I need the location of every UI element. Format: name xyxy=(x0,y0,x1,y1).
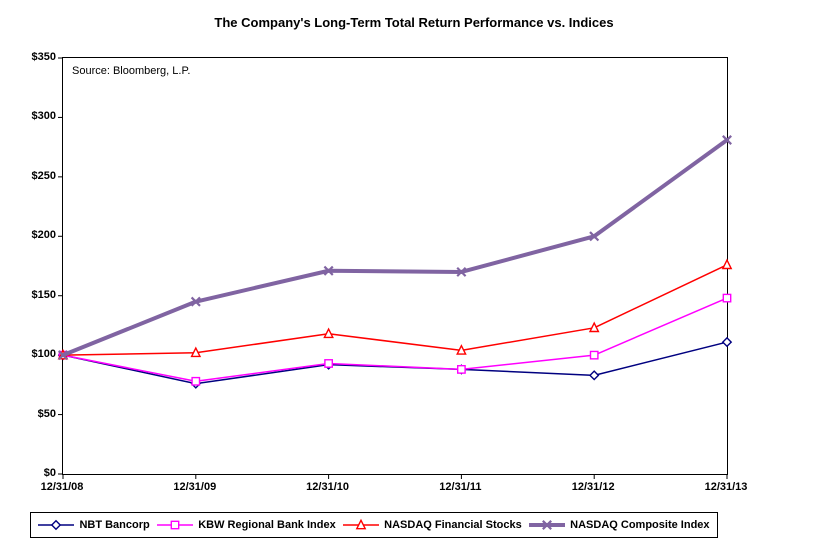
y-tick-label: $250 xyxy=(31,169,56,182)
x-tick-label: 12/31/12 xyxy=(571,481,615,493)
x-tick-label: 12/31/08 xyxy=(40,481,84,493)
legend-item: KBW Regional Bank Index xyxy=(157,519,336,531)
legend-label: NBT Bancorp xyxy=(79,519,150,531)
y-tick-label: $150 xyxy=(31,288,56,301)
chart-canvas xyxy=(57,57,733,479)
legend-label: NASDAQ Financial Stocks xyxy=(384,519,522,531)
legend-label: KBW Regional Bank Index xyxy=(198,519,336,531)
series-nasdaq-financial-stocks xyxy=(57,258,733,360)
x-tick-label: 12/31/11 xyxy=(439,481,482,493)
x-tick-label: 12/31/13 xyxy=(704,481,748,493)
series-nbt-bancorp xyxy=(57,336,733,389)
y-tick-label: $100 xyxy=(31,348,56,361)
y-tick-label: $0 xyxy=(43,467,56,479)
y-tick-label: $350 xyxy=(31,51,56,63)
x-tick-label: 12/31/09 xyxy=(173,481,217,493)
diamond-line-sample-icon xyxy=(38,519,75,531)
legend-item: NBT Bancorp xyxy=(38,519,150,531)
legend-item: NASDAQ Composite Index xyxy=(529,519,710,531)
triangle-line-sample-icon xyxy=(343,518,380,530)
plot-area: Source: Bloomberg, L.P. xyxy=(57,57,733,479)
square-line-sample-icon xyxy=(157,520,194,530)
y-tick-label: $300 xyxy=(31,110,56,123)
x-line-sample-icon xyxy=(529,520,566,530)
legend: NBT Bancorp KBW Regional Bank Index NASDAQ… xyxy=(30,512,718,538)
series-nasdaq-composite-index xyxy=(58,135,732,361)
chart-title: The Company's Long-Term Total Return Per… xyxy=(214,15,614,30)
source-note: Source: Bloomberg, L.P. xyxy=(72,65,191,77)
x-tick-label: 12/31/10 xyxy=(306,481,349,493)
legend-label: NASDAQ Composite Index xyxy=(570,519,710,531)
y-tick-label: $50 xyxy=(37,407,56,420)
legend-item: NASDAQ Financial Stocks xyxy=(343,518,522,531)
series-kbw-regional-bank-index xyxy=(58,293,732,386)
y-tick-label: $200 xyxy=(31,229,56,242)
